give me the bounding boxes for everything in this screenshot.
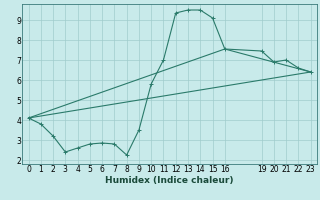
X-axis label: Humidex (Indice chaleur): Humidex (Indice chaleur) [105,176,234,185]
